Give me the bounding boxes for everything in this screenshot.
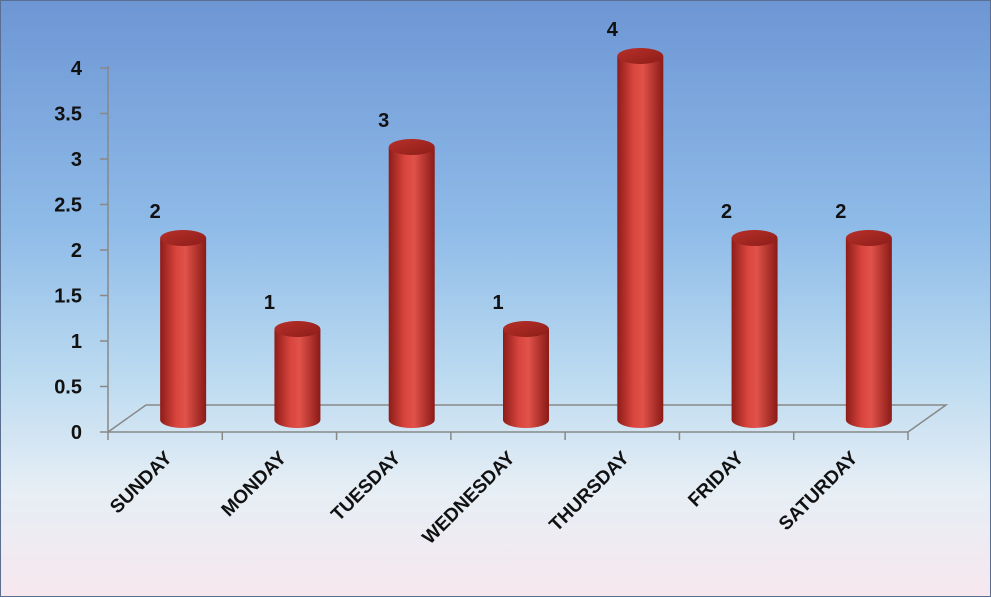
bar-top [503,321,549,337]
y-tick-label: 3.5 [54,104,82,126]
bar-body [503,329,549,428]
axes [100,66,949,440]
y-tick-label: 2 [71,240,82,262]
category-label: SUNDAY [106,447,177,518]
bar-body [617,56,664,428]
y-tick-label: 0 [71,422,82,444]
bar-top [731,230,778,246]
data-label: 1 [264,292,275,314]
data-label: 3 [378,110,389,132]
bar-body [274,329,321,428]
y-tick-label: 1 [71,331,82,353]
bar-body [731,238,778,428]
bar-body [388,147,435,428]
bars [160,48,892,428]
bar [503,321,549,428]
bar-top [617,48,664,64]
bar [845,230,892,428]
y-tick-label: 4 [71,58,83,80]
bar-top [388,139,435,155]
data-label: 2 [721,201,732,223]
bar [160,230,207,428]
category-label: FRIDAY [684,447,748,511]
bar [274,321,321,428]
data-label: 2 [835,201,846,223]
bar-top [160,230,207,246]
bar-body [845,238,892,428]
y-tick-label: 0.5 [54,377,82,399]
category-label: WEDNESDAY [419,447,520,548]
bar-top [845,230,892,246]
category-label: SATURDAY [775,447,862,534]
y-tick-label: 2.5 [54,195,82,217]
y-tick-label: 3 [71,149,82,171]
bar [731,230,778,428]
category-label: THURSDAY [546,447,634,535]
category-label: TUESDAY [327,447,405,525]
bar-top [274,321,321,337]
bar [388,139,435,428]
data-label: 2 [150,201,161,223]
bar-body [160,238,207,428]
category-label: MONDAY [218,447,292,521]
y-tick-label: 1.5 [54,286,82,308]
data-label: 1 [492,292,503,314]
chart-floor [105,404,949,433]
bar [617,48,664,428]
data-label: 4 [607,19,619,41]
